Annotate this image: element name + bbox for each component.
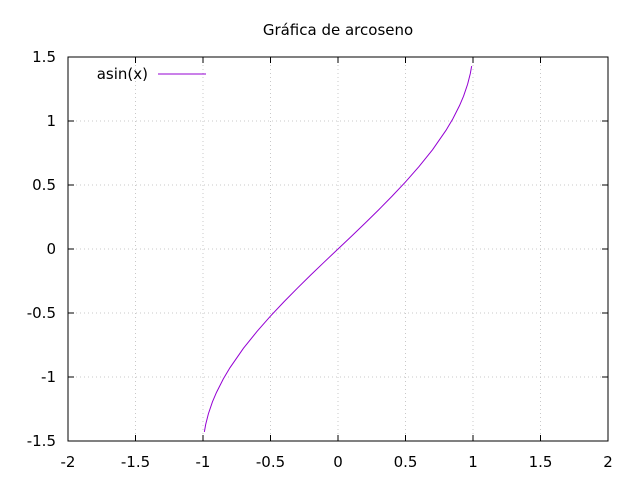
legend: asin(x) (97, 65, 206, 83)
y-tick-label: -1.5 (27, 432, 56, 450)
series-layer (203, 66, 473, 432)
x-tick-label: 1 (468, 453, 478, 471)
y-tick-label: 1.5 (32, 48, 56, 66)
y-tick-label: -0.5 (27, 304, 56, 322)
y-tick-label: 0.5 (32, 176, 56, 194)
y-tick-label: -1 (41, 368, 56, 386)
chart-title: Gráfica de arcoseno (263, 21, 413, 39)
x-tick-label: -0.5 (256, 453, 285, 471)
x-tick-label: -2 (61, 453, 76, 471)
series-line-asin (203, 66, 473, 432)
x-tick-label: 0 (333, 453, 343, 471)
x-tick-label: 0.5 (394, 453, 418, 471)
x-tick-label: -1.5 (121, 453, 150, 471)
x-tick-label: -1 (196, 453, 211, 471)
legend-label: asin(x) (97, 65, 148, 83)
y-tick-label: 1 (46, 112, 56, 130)
plot-frame (67, 56, 609, 442)
y-tick-label: 0 (46, 240, 56, 258)
grid (68, 57, 608, 441)
x-tick-label: 2 (603, 453, 613, 471)
x-tick-label: 1.5 (529, 453, 553, 471)
tick-labels: -2 -1.5 -1 -0.5 0 0.5 1 1.5 2 -1.5 -1 -0.5 0 0.5 1 1.5 (27, 48, 613, 471)
